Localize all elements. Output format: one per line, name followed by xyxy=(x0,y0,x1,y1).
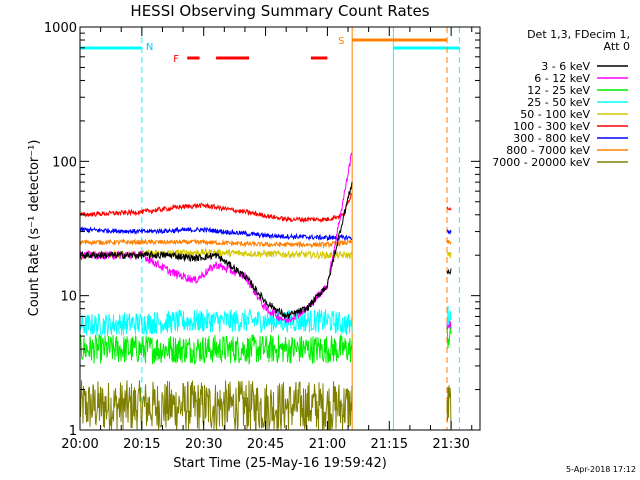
series-line-25-50-kev-post xyxy=(446,305,452,328)
series-line-7000-20000-kev xyxy=(79,380,353,432)
y-tick-label: 1000 xyxy=(44,21,77,36)
legend-entry-label: 300 - 800 keV xyxy=(513,132,590,145)
y-tick-label: 1 xyxy=(69,424,77,439)
x-tick-label: 20:15 xyxy=(123,437,160,452)
legend-entry-label: 6 - 12 keV xyxy=(534,72,590,85)
legend-entry-label: 800 - 7000 keV xyxy=(506,144,590,157)
legend-entry-label: 100 - 300 keV xyxy=(513,120,590,133)
x-tick-label: 20:45 xyxy=(247,437,284,452)
legend-entry-label: 12 - 25 keV xyxy=(527,84,590,97)
y-axis-label-text: Count Rate (s⁻¹ detector⁻¹) xyxy=(27,140,42,317)
legend-entry-label: 7000 - 20000 keV xyxy=(492,156,590,169)
y-axis: 1 10 100 1000 xyxy=(44,21,480,439)
y-tick-label: 100 xyxy=(52,155,77,170)
date-stamp: 5-Apr-2018 17:12 xyxy=(566,465,636,474)
legend-title-line1: Det 1,3, FDecim 1, xyxy=(527,28,630,41)
x-axis-label: Start Time (25-May-16 19:59:42) xyxy=(173,456,387,471)
series-line-100-300-kev-post xyxy=(446,206,452,211)
legend-entry-label: 3 - 6 keV xyxy=(541,60,590,73)
y-axis-label: Count Rate (s⁻¹ detector⁻¹) xyxy=(27,140,42,317)
series-line-6-12-kev-post xyxy=(446,319,452,330)
series-line-6-12-kev xyxy=(79,152,353,323)
plot-frame xyxy=(79,26,481,431)
series-line-300-800-kev-post xyxy=(446,229,452,236)
series-line-3-6-kev-post xyxy=(446,268,452,275)
legend-entry-label: 25 - 50 keV xyxy=(527,96,590,109)
saa-letter: S xyxy=(338,36,344,47)
y-tick-label: 10 xyxy=(60,290,77,305)
x-tick-label: 20:30 xyxy=(185,437,222,452)
series-line-12-25-kev xyxy=(79,333,353,366)
flare-letter: F xyxy=(173,54,179,65)
chart-title: HESSI Observing Summary Count Rates xyxy=(130,2,429,20)
night-letter: N xyxy=(146,42,153,53)
x-tick-label: 21:30 xyxy=(432,437,469,452)
series-line-100-300-kev xyxy=(79,193,353,224)
annotations: N F S xyxy=(80,27,460,430)
series-line-3-6-kev xyxy=(79,182,353,319)
x-axis: 20:00 20:15 20:30 20:45 21:00 21:15 21:30 xyxy=(61,27,473,452)
series-line-300-800-kev xyxy=(79,226,353,242)
legend-entry-label: 50 - 100 keV xyxy=(520,108,590,121)
series-line-7000-20000-kev-post xyxy=(446,385,452,430)
x-tick-label: 20:00 xyxy=(61,437,98,452)
x-tick-label: 21:15 xyxy=(371,437,408,452)
series-line-800-7000-kev xyxy=(79,238,353,249)
series-line-25-50-kev xyxy=(79,308,353,336)
legend-title-line2: Att 0 xyxy=(604,40,630,53)
series-line-50-100-kev-post xyxy=(446,251,452,259)
series-layer xyxy=(79,152,452,432)
x-tick-label: 21:00 xyxy=(309,437,346,452)
series-line-800-7000-kev-post xyxy=(446,239,452,245)
